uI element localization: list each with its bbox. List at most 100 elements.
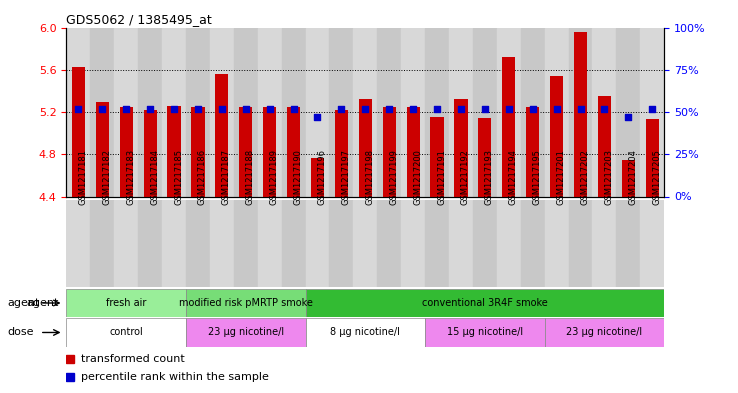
Point xyxy=(120,105,132,112)
Bar xyxy=(526,107,539,196)
Point xyxy=(503,105,514,112)
Text: 23 μg nicotine/l: 23 μg nicotine/l xyxy=(207,327,284,338)
Text: GSM1217192: GSM1217192 xyxy=(461,149,470,205)
Bar xyxy=(282,200,306,287)
Bar xyxy=(258,200,282,287)
Bar xyxy=(90,28,114,196)
Bar xyxy=(616,28,641,196)
Text: dose: dose xyxy=(7,327,34,338)
Bar xyxy=(263,107,276,196)
Text: 8 μg nicotine/l: 8 μg nicotine/l xyxy=(331,327,400,338)
Point xyxy=(551,105,562,112)
Text: GSM1217202: GSM1217202 xyxy=(581,149,590,205)
Text: percentile rank within the sample: percentile rank within the sample xyxy=(81,372,269,382)
Bar xyxy=(359,99,372,196)
Text: GSM1217189: GSM1217189 xyxy=(269,149,279,205)
Text: fresh air: fresh air xyxy=(106,298,146,308)
Point xyxy=(455,105,467,112)
Point xyxy=(72,105,84,112)
Bar xyxy=(568,200,593,287)
Text: agent: agent xyxy=(27,298,59,308)
Bar xyxy=(306,28,329,196)
Bar xyxy=(282,28,306,196)
Bar xyxy=(210,200,234,287)
Bar xyxy=(306,200,329,287)
Bar xyxy=(306,318,425,347)
Text: GSM1217182: GSM1217182 xyxy=(103,149,111,205)
Bar xyxy=(234,200,258,287)
Bar xyxy=(545,28,568,196)
Bar xyxy=(449,28,473,196)
Bar xyxy=(449,200,473,287)
Bar xyxy=(574,32,587,196)
Text: GSM1217193: GSM1217193 xyxy=(485,149,494,205)
Bar xyxy=(545,318,664,347)
Text: GSM1217203: GSM1217203 xyxy=(604,149,613,205)
Text: GDS5062 / 1385495_at: GDS5062 / 1385495_at xyxy=(66,13,212,26)
Text: 23 μg nicotine/l: 23 μg nicotine/l xyxy=(566,327,643,338)
Bar xyxy=(168,106,181,196)
Text: GSM1217195: GSM1217195 xyxy=(533,149,542,205)
Bar xyxy=(234,28,258,196)
Bar xyxy=(550,76,563,196)
Bar xyxy=(497,28,521,196)
Text: GSM1217201: GSM1217201 xyxy=(556,149,565,205)
Point xyxy=(168,105,180,112)
Point xyxy=(288,105,300,112)
Text: GSM1217204: GSM1217204 xyxy=(628,149,638,205)
Text: GSM1217190: GSM1217190 xyxy=(294,149,303,205)
Point xyxy=(97,105,108,112)
Bar xyxy=(138,28,162,196)
Point xyxy=(192,105,204,112)
Point xyxy=(216,105,228,112)
Bar xyxy=(186,289,306,317)
Bar xyxy=(641,200,664,287)
Point xyxy=(599,105,610,112)
Point xyxy=(311,114,323,120)
Bar xyxy=(96,103,109,196)
Text: agent: agent xyxy=(7,298,40,308)
Text: GSM1217205: GSM1217205 xyxy=(652,149,661,205)
Bar xyxy=(473,200,497,287)
Bar xyxy=(377,28,401,196)
Bar xyxy=(162,28,186,196)
Text: control: control xyxy=(109,327,143,338)
Point xyxy=(240,105,252,112)
Bar xyxy=(497,200,521,287)
Text: GSM1217200: GSM1217200 xyxy=(413,149,422,205)
Text: GSM1217183: GSM1217183 xyxy=(126,149,135,205)
Point xyxy=(359,105,371,112)
Bar xyxy=(90,200,114,287)
Bar xyxy=(329,200,354,287)
Bar xyxy=(598,96,611,196)
Point xyxy=(646,105,658,112)
Bar xyxy=(377,200,401,287)
Bar xyxy=(239,107,252,196)
Bar xyxy=(287,107,300,196)
Text: conventional 3R4F smoke: conventional 3R4F smoke xyxy=(422,298,548,308)
Bar xyxy=(215,74,229,196)
Bar xyxy=(407,107,420,196)
Bar xyxy=(382,107,396,196)
Text: 15 μg nicotine/l: 15 μg nicotine/l xyxy=(446,327,523,338)
Bar xyxy=(521,28,545,196)
Bar xyxy=(143,110,156,196)
Bar xyxy=(66,200,90,287)
Text: transformed count: transformed count xyxy=(81,354,185,364)
Point xyxy=(383,105,395,112)
Point xyxy=(263,105,275,112)
Bar xyxy=(502,57,515,196)
Bar xyxy=(72,66,85,196)
Bar xyxy=(186,318,306,347)
Bar xyxy=(138,200,162,287)
Point xyxy=(622,114,634,120)
Text: GSM1217196: GSM1217196 xyxy=(317,149,326,205)
Bar xyxy=(616,200,641,287)
Text: GSM1217194: GSM1217194 xyxy=(508,149,518,205)
Bar xyxy=(66,28,90,196)
Bar xyxy=(186,200,210,287)
Text: GSM1217197: GSM1217197 xyxy=(342,149,351,205)
Point xyxy=(144,105,156,112)
Text: GSM1217198: GSM1217198 xyxy=(365,149,374,205)
Bar xyxy=(545,200,568,287)
